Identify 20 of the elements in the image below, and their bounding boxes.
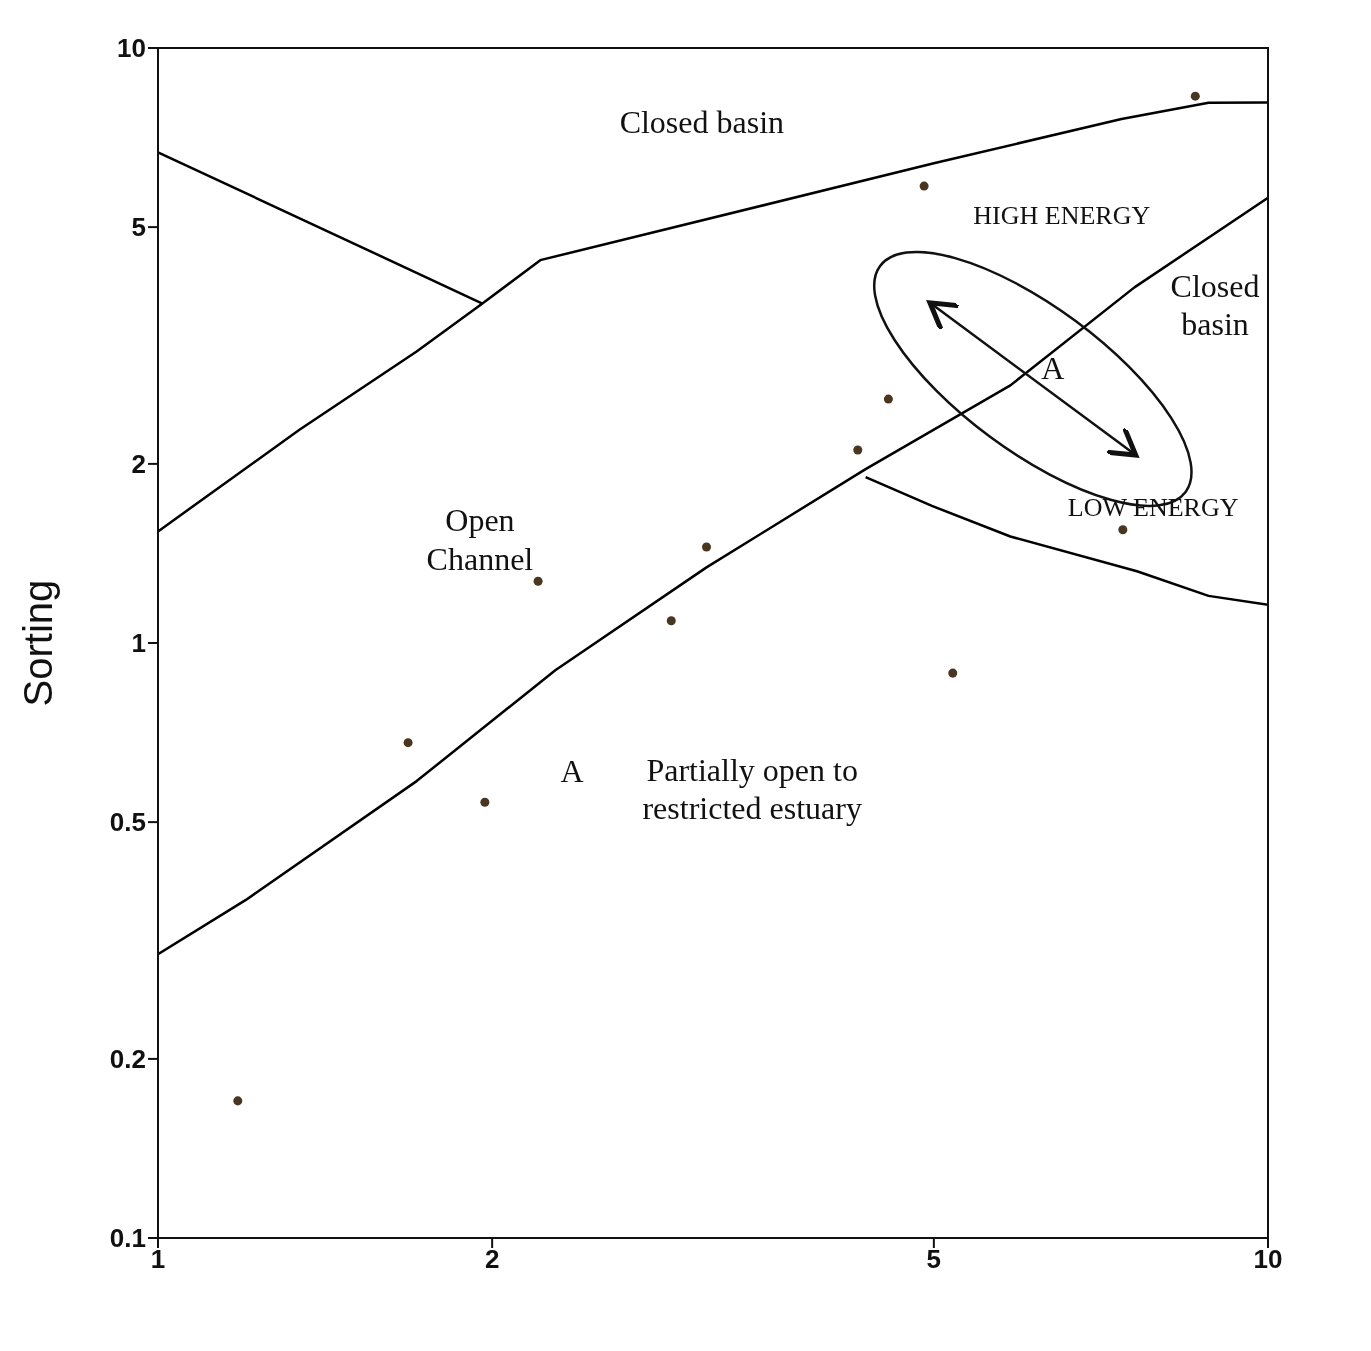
y-tick-label: 0.5	[109, 807, 146, 838]
y-axis-title: Sorting	[16, 579, 61, 707]
annotation: Closed basin	[1170, 268, 1260, 343]
y-tick-label: 10	[117, 33, 146, 64]
y-tick-label: 5	[131, 212, 146, 243]
y-tick-label: 2	[131, 449, 146, 480]
annotation: Partially open to restricted estuary	[642, 751, 862, 827]
x-tick-label: 10	[1253, 1244, 1283, 1275]
annotation: A	[560, 753, 584, 790]
annotation: Closed basin	[619, 104, 785, 141]
y-tick-label: 1	[131, 628, 146, 659]
y-tick-label: 0.2	[109, 1044, 146, 1075]
x-tick-label: 5	[926, 1244, 942, 1275]
annotation: HIGH ENERGY	[973, 201, 1151, 231]
annotation: A	[1041, 350, 1065, 387]
y-tick-label: 0.1	[109, 1223, 146, 1254]
x-tick-label: 1	[150, 1244, 166, 1275]
x-tick-label: 2	[484, 1244, 500, 1275]
annotation: Open Channel	[426, 502, 534, 577]
annotation: LOW ENERGY	[1067, 493, 1239, 523]
